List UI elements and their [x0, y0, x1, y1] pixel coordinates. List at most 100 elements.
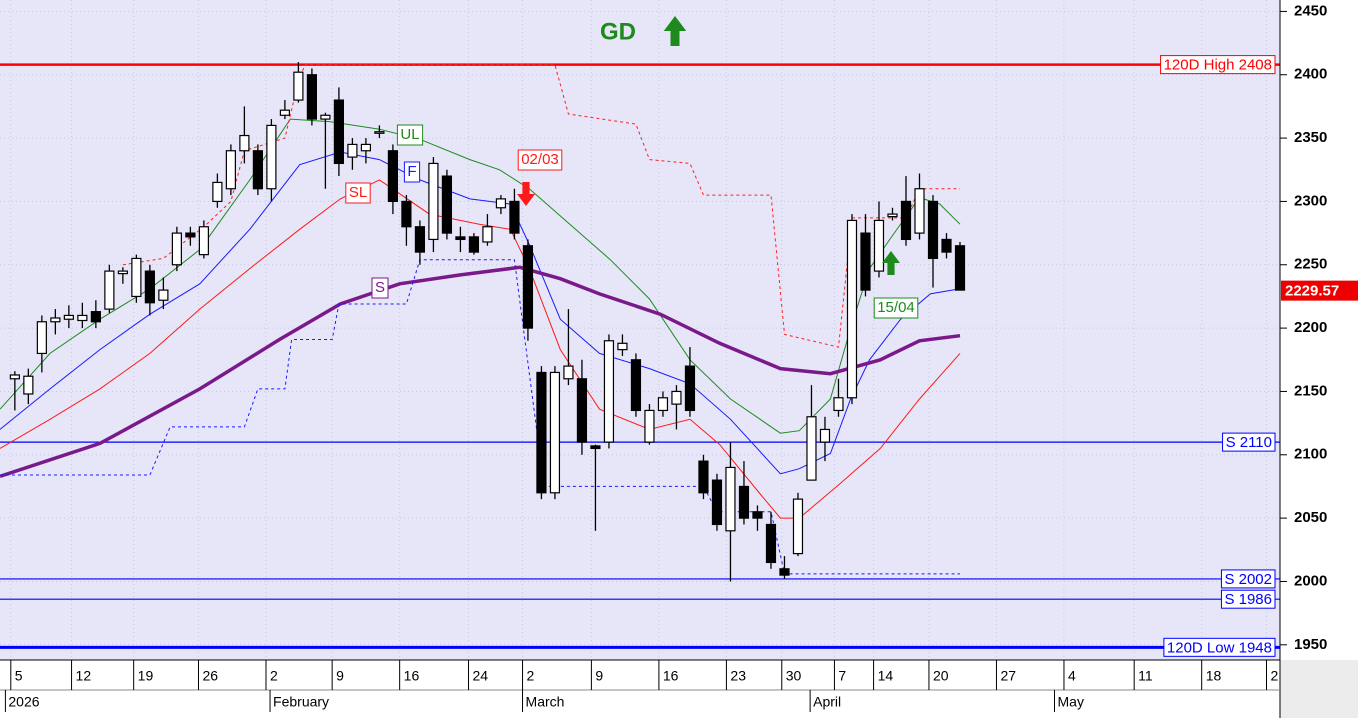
- x-tick-label: 16: [663, 668, 679, 684]
- candle-body: [617, 342, 628, 351]
- x-tick-label: 30: [786, 668, 802, 684]
- candle-body: [846, 219, 858, 399]
- candle-body: [171, 232, 182, 266]
- candle-body: [104, 270, 115, 310]
- candle-body: [927, 200, 939, 260]
- candle-body: [455, 236, 466, 241]
- y-tick-label: 2150: [1294, 382, 1327, 399]
- candle-body: [630, 359, 642, 412]
- tag-label: 15/04: [877, 299, 915, 316]
- y-tick-label: 2250: [1294, 256, 1327, 273]
- candle-body: [671, 390, 682, 405]
- y-tick-label: 2350: [1294, 129, 1327, 146]
- candle-body: [765, 523, 777, 564]
- candle-body: [50, 317, 61, 323]
- tag-box: [345, 182, 371, 204]
- month-label: May: [1058, 694, 1084, 710]
- x-tick-label: 9: [336, 668, 344, 684]
- candle-body: [603, 340, 615, 443]
- candle-body: [698, 460, 709, 494]
- indicator-line: [0, 151, 961, 475]
- candle-body: [752, 511, 763, 519]
- candle-body: [90, 311, 101, 323]
- candle-body: [441, 175, 453, 234]
- month-label: April: [813, 694, 841, 710]
- x-tick-label: 24: [473, 668, 489, 684]
- candle-body: [549, 371, 561, 494]
- month-label: February: [273, 694, 329, 710]
- candle-body: [428, 162, 439, 241]
- candle-body: [684, 365, 696, 412]
- candle-body: [806, 416, 817, 481]
- candle-body: [509, 200, 520, 234]
- level-label-box: [1222, 432, 1276, 452]
- tag-label: UL: [400, 126, 419, 143]
- tag-box: [403, 161, 421, 183]
- x-tick-label: 2: [1270, 668, 1278, 684]
- x-tick-label: 23: [730, 668, 746, 684]
- x-tick-label: 11: [1138, 668, 1153, 684]
- candle-body: [860, 232, 871, 291]
- x-tick-label: 12: [76, 668, 92, 684]
- candle-body: [77, 314, 88, 322]
- candle-body: [131, 257, 142, 298]
- candle-body: [657, 397, 669, 412]
- y-tick-label: 2400: [1294, 66, 1327, 83]
- candle-body: [387, 150, 399, 203]
- signal-label: GD: [600, 18, 636, 45]
- candle-body: [536, 371, 547, 494]
- level-label: S 2110: [1226, 434, 1272, 451]
- candle-body: [401, 200, 412, 228]
- candle-body: [792, 498, 804, 555]
- x-tick-label: 4: [1068, 668, 1076, 684]
- candle-body: [306, 74, 317, 120]
- annotations: UL F SL S 02/03 15/04 GD: [345, 16, 919, 319]
- x-tick-label: 2: [527, 668, 535, 684]
- levels: 120D High 2408 S 2110 S 2002 S 1986 120D Low…: [0, 55, 1280, 657]
- candle-body: [198, 226, 209, 256]
- tag-box: [396, 124, 424, 146]
- y-tick-label: 2050: [1294, 509, 1327, 526]
- candle-body: [914, 188, 925, 234]
- x-tick-label: 16: [404, 668, 420, 684]
- tag-box: [517, 149, 563, 171]
- arrow: [663, 16, 687, 46]
- candle-body: [144, 270, 155, 304]
- x-tick-label: 20: [933, 668, 949, 684]
- candle-body: [239, 134, 250, 152]
- candle-body: [252, 150, 263, 190]
- level-label: 120D Low 1948: [1167, 639, 1272, 656]
- candle-body: [117, 270, 128, 275]
- arrow: [517, 182, 535, 206]
- x-tick-label: 7: [838, 668, 846, 684]
- level-label-box: [1220, 589, 1276, 609]
- candle-body: [725, 466, 736, 532]
- month-label: March: [526, 694, 565, 710]
- plot-area: [0, 0, 1280, 660]
- candle-body: [333, 99, 345, 165]
- candle-body: [266, 124, 277, 190]
- candles: [9, 62, 966, 582]
- candle-body: [644, 409, 655, 443]
- candle-body: [941, 238, 952, 253]
- x-tick-label: 27: [1000, 668, 1016, 684]
- candle-body: [576, 378, 588, 443]
- candle-body: [347, 143, 358, 158]
- tag-label: F: [407, 163, 416, 180]
- candle-body: [414, 226, 426, 253]
- candle-body: [711, 479, 723, 526]
- corner: [1280, 660, 1358, 718]
- candle-body: [779, 568, 790, 576]
- candle-body: [158, 289, 169, 301]
- candle-body: [320, 114, 331, 120]
- candle-body: [212, 181, 223, 203]
- level-label-box: [1163, 637, 1276, 657]
- candle-body: [833, 397, 844, 412]
- candle-body: [468, 236, 480, 253]
- candle-body: [819, 428, 831, 443]
- y-tick-label: 2450: [1294, 2, 1327, 19]
- y-tick-label: 2100: [1294, 446, 1327, 463]
- candle-body: [225, 150, 236, 190]
- y-tick-label: 1950: [1294, 636, 1327, 653]
